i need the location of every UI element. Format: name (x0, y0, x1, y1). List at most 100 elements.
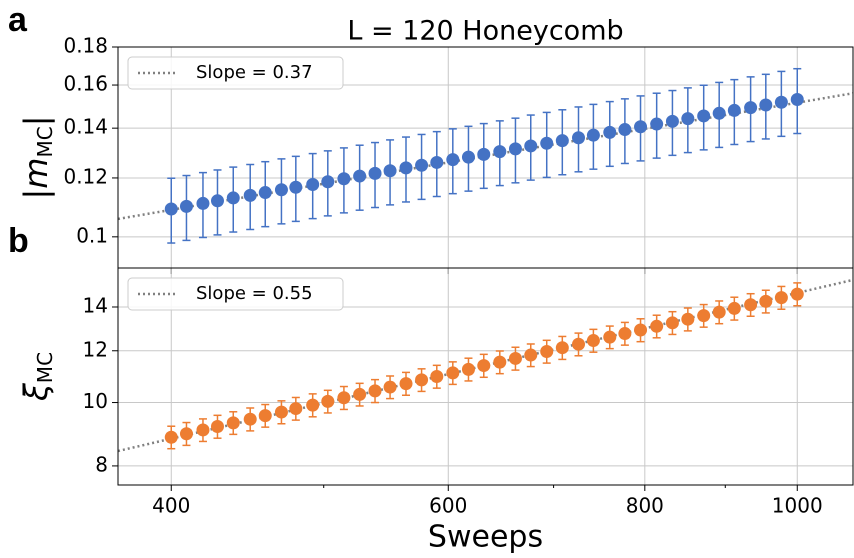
marker (274, 183, 288, 197)
marker (274, 405, 288, 419)
x-tick-label: 600 (429, 494, 467, 518)
y-tick-label: 0.18 (63, 34, 108, 58)
marker (681, 312, 695, 326)
y-tick-label: 0.12 (63, 164, 108, 188)
marker (586, 128, 600, 142)
marker (477, 359, 491, 373)
axes-frame (117, 267, 854, 486)
marker (210, 194, 224, 208)
marker (727, 301, 741, 315)
marker (555, 134, 569, 148)
marker (321, 394, 335, 408)
marker (289, 402, 303, 416)
marker (306, 177, 320, 191)
marker (430, 370, 444, 384)
marker (572, 337, 586, 351)
marker (540, 136, 554, 150)
marker (306, 398, 320, 412)
marker (383, 164, 397, 178)
marker (493, 355, 507, 369)
plot-area (118, 278, 853, 453)
marker (712, 305, 726, 319)
panel-label: b (8, 222, 29, 260)
marker (603, 125, 617, 139)
y-tick-label: 14 (83, 293, 108, 317)
marker (179, 199, 193, 213)
marker (524, 139, 538, 153)
marker (383, 380, 397, 394)
marker (744, 298, 758, 312)
y-axis-label-sub: MC (33, 126, 57, 157)
marker (164, 430, 178, 444)
legend-label: Slope = 0.55 (196, 283, 313, 304)
marker (210, 420, 224, 434)
marker (226, 416, 240, 430)
marker (665, 316, 679, 330)
x-tick-label: 800 (626, 494, 664, 518)
y-axis-label-part: | (17, 116, 55, 127)
chart-title: L = 120 Honeycomb (347, 16, 623, 47)
marker (164, 202, 178, 216)
marker (179, 427, 193, 441)
marker (790, 287, 804, 301)
marker (540, 344, 554, 358)
y-axis-label-sub: MC (33, 352, 57, 383)
marker (226, 191, 240, 205)
marker (368, 384, 382, 398)
marker (243, 188, 257, 202)
marker (727, 103, 741, 117)
marker (697, 309, 711, 323)
marker (289, 180, 303, 194)
marker (744, 101, 758, 115)
y-axis-label-part: ξ (17, 382, 55, 402)
x-axis-label: Sweeps (428, 520, 543, 555)
marker (650, 319, 664, 333)
marker (586, 334, 600, 348)
y-axis-label: |mMC| (17, 116, 57, 200)
marker (634, 120, 648, 134)
y-axis-label-part: |m (17, 158, 55, 200)
legend-box (127, 277, 344, 311)
marker (337, 172, 351, 186)
marker (415, 158, 429, 172)
y-tick-label: 0.14 (63, 115, 108, 139)
fit-line (118, 278, 853, 453)
y-tick-label: 12 (83, 337, 108, 361)
marker (572, 131, 586, 145)
y-tick-label: 10 (83, 389, 108, 413)
marker (697, 109, 711, 123)
x-tick-label: 400 (152, 494, 190, 518)
marker (618, 123, 632, 137)
marker (430, 155, 444, 169)
marker (508, 142, 522, 156)
marker (493, 145, 507, 159)
marker (477, 147, 491, 161)
y-axis-label: ξMC (17, 352, 57, 402)
marker (337, 391, 351, 405)
marker (508, 351, 522, 365)
marker (446, 153, 460, 167)
plot-area (118, 67, 853, 244)
marker (634, 323, 648, 337)
marker (665, 114, 679, 128)
marker (759, 294, 773, 308)
panel-label: a (8, 1, 28, 39)
marker (555, 341, 569, 355)
marker (353, 387, 367, 401)
marker (774, 291, 788, 305)
marker (321, 175, 335, 189)
marker (353, 169, 367, 183)
marker (368, 166, 382, 180)
marker (196, 423, 210, 437)
marker (399, 377, 413, 391)
marker (258, 186, 272, 200)
marker (603, 330, 617, 344)
marker (759, 98, 773, 112)
marker (790, 92, 804, 106)
marker (524, 348, 538, 362)
marker (461, 362, 475, 376)
marker (681, 112, 695, 126)
marker (446, 366, 460, 380)
x-tick-label: 1000 (772, 494, 823, 518)
